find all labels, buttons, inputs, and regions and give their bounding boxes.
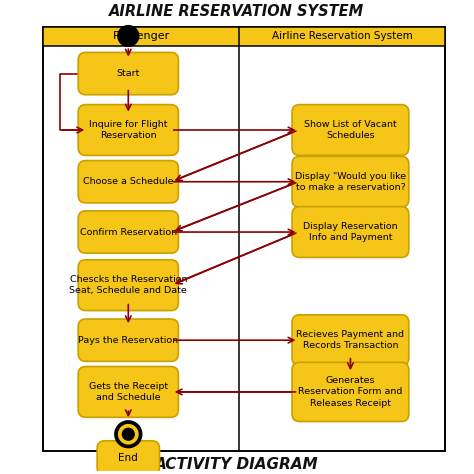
Bar <box>43 27 445 451</box>
Text: Airline Reservation System: Airline Reservation System <box>272 31 412 41</box>
FancyBboxPatch shape <box>97 441 159 474</box>
Text: End: End <box>118 453 138 463</box>
Text: Recieves Payment and
Records Transaction: Recieves Payment and Records Transaction <box>296 330 404 350</box>
Text: Display Reservation
Info and Payment: Display Reservation Info and Payment <box>303 222 398 242</box>
Text: Confirm Reservation: Confirm Reservation <box>80 228 177 237</box>
Text: Show List of Vacant
Schedules: Show List of Vacant Schedules <box>304 120 397 140</box>
Bar <box>239 27 445 46</box>
Circle shape <box>118 424 139 445</box>
FancyBboxPatch shape <box>292 362 409 421</box>
FancyBboxPatch shape <box>78 53 178 95</box>
Text: Choose a Schedule: Choose a Schedule <box>83 177 173 186</box>
FancyBboxPatch shape <box>292 207 409 257</box>
Text: Inquire for Flight
Reservation: Inquire for Flight Reservation <box>89 120 167 140</box>
FancyBboxPatch shape <box>78 260 178 310</box>
FancyBboxPatch shape <box>292 156 409 207</box>
Text: Passenger: Passenger <box>113 31 170 41</box>
FancyBboxPatch shape <box>292 315 409 365</box>
Text: ACTIVITY DIAGRAM: ACTIVITY DIAGRAM <box>155 457 319 472</box>
Text: Chescks the Reservation
Seat, Schedule and Date: Chescks the Reservation Seat, Schedule a… <box>69 275 187 295</box>
Text: Generates
Reservation Form and
Releases Receipt: Generates Reservation Form and Releases … <box>298 376 402 408</box>
Circle shape <box>114 420 143 448</box>
Text: Start: Start <box>117 69 140 78</box>
FancyBboxPatch shape <box>78 319 178 361</box>
Text: Pays the Reservation: Pays the Reservation <box>78 336 178 345</box>
Text: Gets the Receipt
and Schedule: Gets the Receipt and Schedule <box>89 382 168 402</box>
Bar <box>43 27 239 46</box>
FancyBboxPatch shape <box>78 366 178 417</box>
Circle shape <box>118 26 139 46</box>
FancyBboxPatch shape <box>78 105 178 155</box>
FancyBboxPatch shape <box>78 211 178 253</box>
Circle shape <box>122 428 135 441</box>
Text: AIRLINE RESERVATION SYSTEM: AIRLINE RESERVATION SYSTEM <box>109 4 365 19</box>
Text: Display "Would you like
to make a reservation?: Display "Would you like to make a reserv… <box>295 172 406 192</box>
FancyBboxPatch shape <box>292 105 409 155</box>
FancyBboxPatch shape <box>78 161 178 203</box>
